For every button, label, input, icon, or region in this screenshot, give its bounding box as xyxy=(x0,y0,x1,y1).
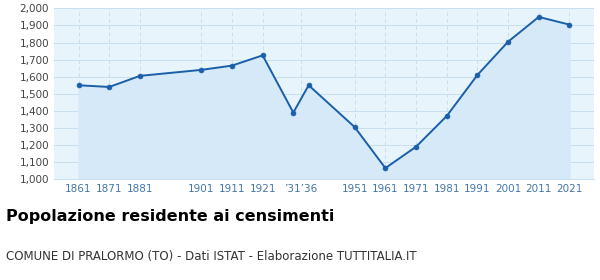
Text: COMUNE DI PRALORMO (TO) - Dati ISTAT - Elaborazione TUTTITALIA.IT: COMUNE DI PRALORMO (TO) - Dati ISTAT - E… xyxy=(6,250,416,263)
Text: Popolazione residente ai censimenti: Popolazione residente ai censimenti xyxy=(6,209,334,224)
